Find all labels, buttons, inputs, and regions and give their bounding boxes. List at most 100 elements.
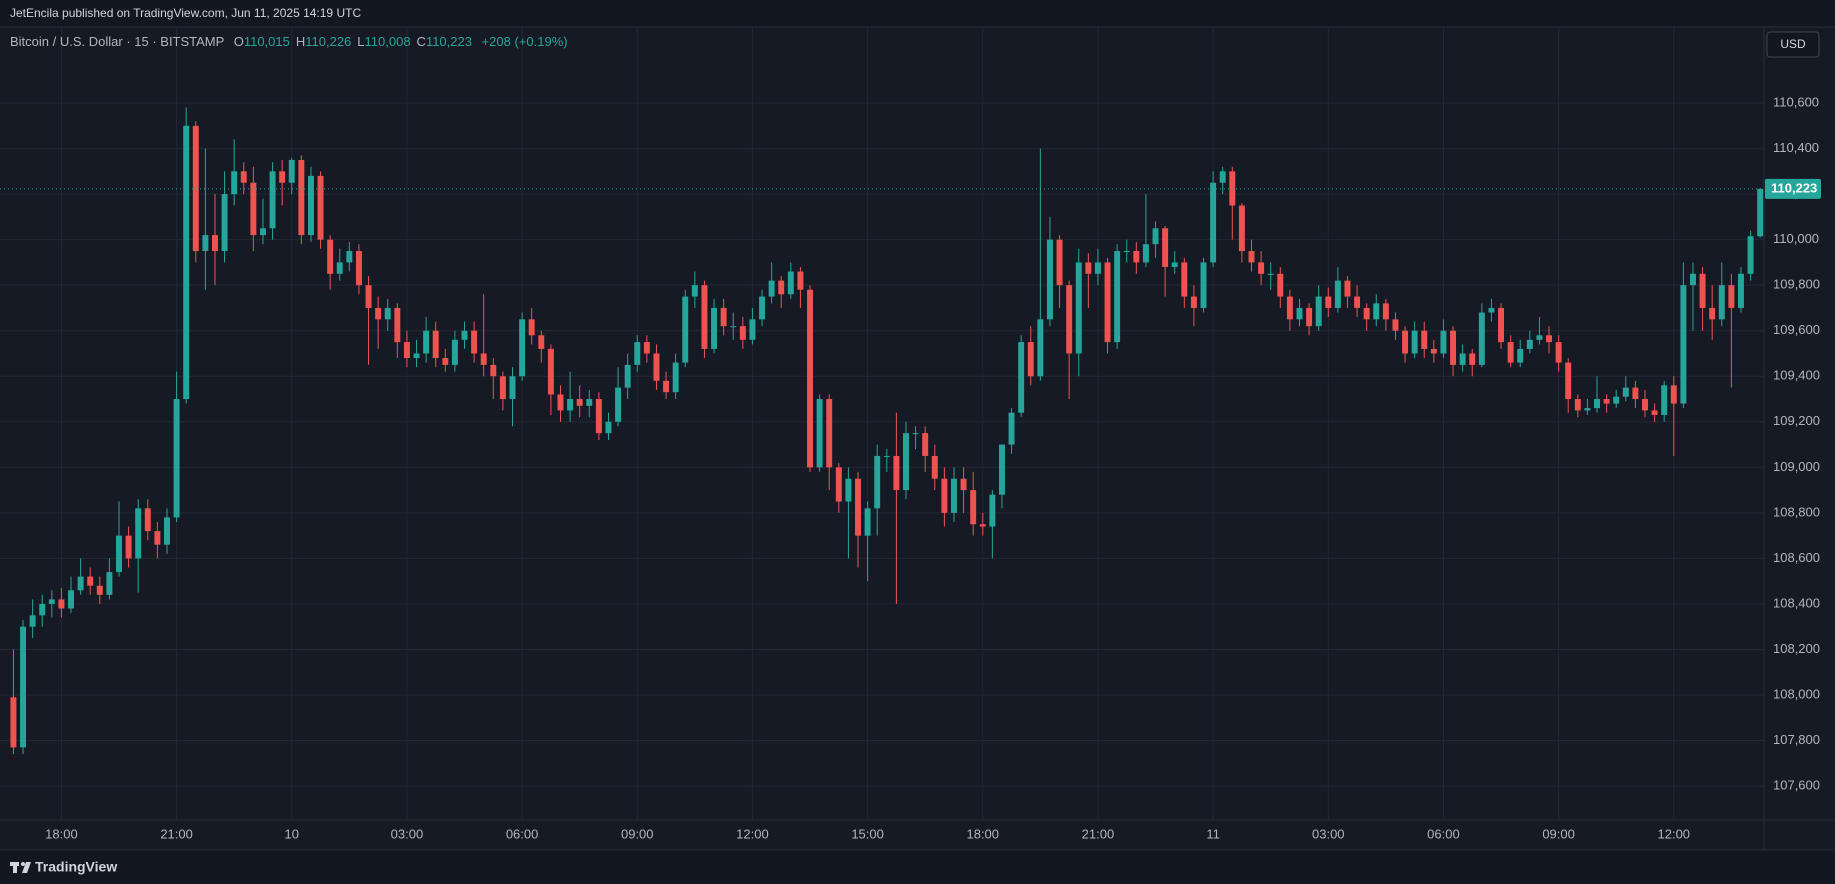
candle-body — [528, 319, 535, 336]
candle-body — [1142, 244, 1149, 263]
candle-body — [87, 576, 94, 586]
candle-body — [451, 339, 458, 365]
candle-body — [1642, 399, 1648, 411]
candle-body — [1306, 307, 1313, 327]
labels: 107,600 107,800 108,000 108,200 108,400 108,6… — [45, 94, 1821, 841]
candle-body — [1037, 319, 1044, 377]
currency-box[interactable] — [1766, 31, 1820, 58]
y-tick-label: 108,800 — [1773, 504, 1820, 519]
candle-body — [384, 307, 391, 320]
candle-body — [1344, 280, 1351, 297]
candle-body — [1248, 251, 1255, 263]
candle-body — [720, 307, 727, 327]
candle-body — [586, 399, 593, 406]
candle-body — [663, 380, 670, 393]
y-tick-label: 109,200 — [1773, 413, 1820, 428]
candle-body — [998, 444, 1005, 495]
candle-body — [442, 358, 449, 365]
ohlc: O110,015 H110,226 L110,008 C110,223 — [228, 34, 472, 49]
candle-body — [1267, 273, 1274, 275]
x-tick-label: 11 — [1206, 826, 1220, 841]
currency: USD — [1780, 37, 1806, 51]
candles — [0, 107, 1764, 755]
candle-body — [730, 326, 737, 328]
candle-body — [1430, 348, 1437, 354]
candle-body — [941, 478, 948, 513]
x-tick-label: 12:00 — [736, 826, 769, 841]
candle-body — [68, 590, 74, 609]
candle-body — [979, 524, 986, 527]
candle-body — [317, 175, 324, 240]
candle-body — [413, 353, 420, 359]
candle-body — [212, 235, 218, 252]
candle-body — [1027, 342, 1034, 377]
candle-body — [144, 508, 151, 532]
candle-body — [1574, 399, 1581, 411]
candle-body — [240, 171, 247, 183]
candle-body — [355, 251, 362, 286]
candle-body — [922, 433, 929, 456]
candle-body — [96, 585, 103, 595]
candle-body — [807, 289, 813, 468]
candle-body — [1632, 387, 1639, 400]
symbol: Bitcoin / U.S. Dollar · 15 · BITSTAMP — [10, 34, 225, 49]
candle-body — [989, 494, 996, 527]
candle-body — [1094, 262, 1101, 274]
candle-body — [547, 348, 554, 395]
x-tick-label: 15:00 — [851, 826, 884, 841]
x-tick-label: 10 — [285, 826, 299, 841]
candle-body — [960, 478, 967, 491]
candle-body — [1690, 273, 1696, 286]
tv-logo — [10, 862, 31, 873]
candle-body — [519, 319, 526, 377]
y-tick-label: 109,400 — [1773, 368, 1820, 383]
candle-body — [653, 353, 660, 381]
candle-body — [538, 335, 545, 349]
ohlc-key: H — [295, 34, 306, 49]
x-tick-label: 03:00 — [391, 826, 424, 841]
candle-body — [29, 615, 36, 627]
candle-body — [279, 171, 286, 183]
candle-body — [624, 364, 631, 388]
candle-body — [1334, 280, 1341, 308]
candle-body — [1219, 171, 1226, 183]
candle-body — [557, 394, 564, 411]
candle-body — [375, 307, 382, 320]
candle-body — [1536, 335, 1543, 340]
candle-body — [1594, 399, 1600, 409]
candle-body — [1392, 319, 1399, 331]
candle-body — [672, 362, 679, 393]
candle-body — [1066, 285, 1073, 354]
publisher: JetEncila published on TradingView.com, … — [10, 6, 362, 20]
candle-body — [1661, 385, 1668, 415]
candle-body — [1200, 262, 1207, 308]
candle-body — [307, 175, 314, 236]
candle-body — [250, 182, 257, 236]
candle-body — [1402, 330, 1409, 354]
candle-body — [432, 330, 439, 359]
x-tick-label: 06:00 — [1427, 826, 1460, 841]
candle-body — [461, 330, 468, 340]
y-tick-label: 110,400 — [1773, 140, 1819, 155]
candle-body — [1728, 285, 1735, 308]
candle-body — [1555, 342, 1562, 363]
candle-body — [576, 399, 583, 406]
candle-body — [1459, 353, 1466, 365]
ohlc-value: 110,223 — [425, 34, 472, 49]
candle-body — [701, 285, 708, 349]
candle-body — [135, 508, 142, 559]
candle-body — [797, 271, 804, 290]
last-price-label: 110,223 — [1771, 180, 1817, 195]
candle-body — [1325, 296, 1332, 308]
candle-body — [1296, 307, 1303, 320]
x-tick-label: 18:00 — [966, 826, 999, 841]
candle-body — [1152, 228, 1159, 245]
candle-body — [1757, 188, 1764, 237]
candle-body — [1133, 251, 1140, 263]
candle-body — [1181, 262, 1188, 297]
candle-body — [1363, 307, 1370, 320]
candle-body — [605, 421, 612, 434]
ohlc-key: L — [357, 34, 365, 49]
candle-body — [423, 330, 430, 354]
